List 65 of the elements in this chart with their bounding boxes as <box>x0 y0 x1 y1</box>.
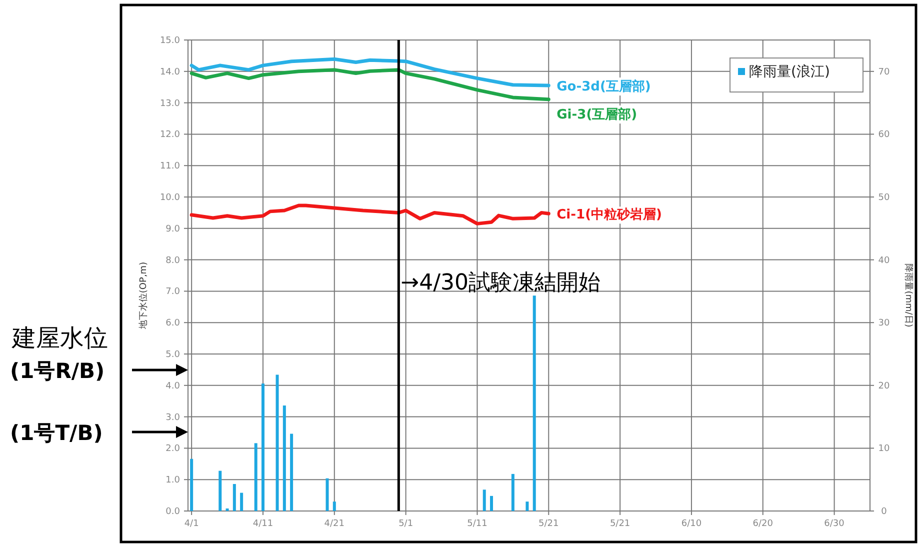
y-axis-title: 地下水位(OP,m) <box>138 262 149 330</box>
y-tick-label: 0.0 <box>166 507 180 517</box>
bar <box>526 502 529 511</box>
bar <box>511 474 514 511</box>
bar <box>490 496 494 511</box>
bar <box>240 492 244 511</box>
y-tick-label: 3.0 <box>166 412 180 423</box>
y2-tick-label: 40 <box>878 256 890 266</box>
bar <box>226 508 229 511</box>
legend-label: 降雨量(浪江) <box>749 64 830 80</box>
y-tick-label: 7.0 <box>166 287 180 298</box>
bar <box>218 470 222 511</box>
y-tick-label: 1.0 <box>166 476 180 486</box>
y2-tick-label: 30 <box>878 318 890 329</box>
bar <box>290 434 294 511</box>
bar <box>261 384 264 511</box>
x-tick-label: 5/21 <box>610 519 630 529</box>
line-series <box>190 68 550 102</box>
y-tick-label: 11.0 <box>160 162 180 172</box>
x-tick-label: 5/21 <box>538 519 559 529</box>
bar <box>332 502 336 511</box>
y2-axis-title: 降雨量(mm/日) <box>903 264 914 328</box>
y-tick-label: 9.0 <box>166 224 180 234</box>
y-tick-label: 15.0 <box>160 36 180 46</box>
bar <box>482 490 486 511</box>
x-tick-label: 5/11 <box>467 519 488 529</box>
bar <box>254 443 258 511</box>
y-tick-label: 4.0 <box>166 381 180 392</box>
y-tick-label: 10.0 <box>160 193 180 203</box>
text: (1号R/B) <box>10 359 105 383</box>
bar <box>532 296 536 511</box>
x-tick-label: 4/21 <box>324 519 345 529</box>
bar <box>190 458 194 511</box>
y-tick-label: 12.0 <box>160 130 180 140</box>
y2-tick-label: 20 <box>878 381 890 392</box>
y2-tick-label: 50 <box>878 193 890 203</box>
legend: 降雨量(浪江) <box>730 58 864 92</box>
y-tick-label: 14.0 <box>160 67 180 78</box>
y-tick-label: 6.0 <box>166 318 180 329</box>
y-tick-label: 5.0 <box>166 350 180 360</box>
y2-tick-label: 70 <box>878 67 890 78</box>
x-tick-label: 4/1 <box>184 519 199 529</box>
text: (1号T/B) <box>10 421 103 445</box>
bar <box>232 484 236 511</box>
x-tick-label: 6/20 <box>752 519 774 529</box>
x-tick-label: 6/10 <box>681 519 702 529</box>
line-series <box>190 57 550 88</box>
y-tick-label: 2.0 <box>166 444 180 454</box>
series-label: Ci-1(中粒砂岩層) <box>556 208 662 223</box>
x-tick-label: 6/30 <box>824 519 845 529</box>
series-label: Go-3d(互層部) <box>556 78 651 95</box>
y2-tick-label: 0 <box>881 507 888 517</box>
y-tick-label: 8.0 <box>166 256 180 266</box>
series-label: Gi-3(互層部) <box>556 106 638 123</box>
x-tick-label: 5/1 <box>398 519 414 529</box>
bar <box>282 405 286 511</box>
line-series <box>190 204 550 226</box>
y-tick-label: 13.0 <box>160 98 180 109</box>
y2-tick-label: 10 <box>878 444 890 454</box>
bar <box>326 478 329 511</box>
x-tick-label: 4/11 <box>252 519 274 529</box>
bar <box>276 374 279 511</box>
ref-line-label: →4/30試験凍結開始 <box>400 270 601 296</box>
y2-tick-label: 60 <box>878 130 890 140</box>
text: 建屋水位 <box>11 324 108 352</box>
